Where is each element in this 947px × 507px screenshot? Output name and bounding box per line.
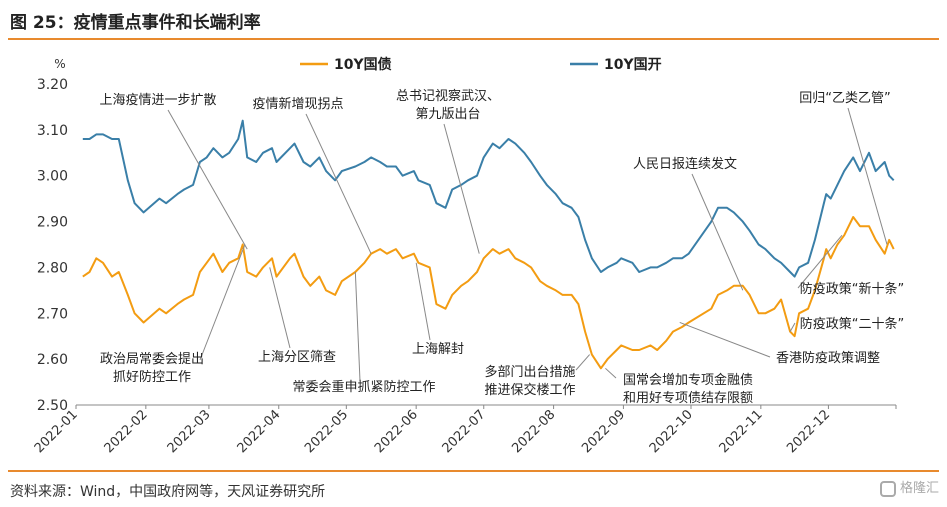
annotation-label: 抓好防控工作 — [113, 369, 191, 385]
annotation-label: 推进保交楼工作 — [484, 382, 575, 398]
annotation-leader — [789, 322, 796, 332]
x-tick-label: 2022-05 — [302, 407, 351, 456]
annotation-label: 上海解封 — [412, 342, 464, 357]
y-axis-unit: % — [54, 57, 65, 71]
source-divider — [8, 470, 939, 472]
annotation-leader — [305, 113, 372, 254]
annotation-label: 多部门出台措施 — [484, 364, 575, 380]
line-chart: % 2.50 2.60 2.70 2.80 2.90 3.00 3.10 3.20 2022-01… — [32, 56, 904, 456]
watermark-logo: 格隆汇 — [873, 478, 939, 500]
annotation-leader — [575, 354, 591, 371]
annotation-leader — [167, 109, 248, 250]
annotation-label: 防疫政策“新十条” — [800, 281, 904, 297]
series-line — [82, 119, 895, 278]
logo-text: 格隆汇 — [899, 481, 939, 496]
y-tick-label: 2.50 — [37, 398, 68, 414]
annotation-leader — [415, 262, 431, 341]
annotation-leader — [199, 244, 246, 361]
annotation-label: 疫情新增现拐点 — [252, 96, 343, 112]
y-tick-label: 3.20 — [37, 77, 68, 93]
annotation-label: 香港防疫政策调整 — [776, 350, 880, 366]
logo-icon — [879, 480, 896, 497]
x-tick-label: 2022-08 — [509, 407, 558, 456]
annotation-label: 上海疫情进一步扩散 — [99, 92, 216, 108]
annotation-label: 国常会增加专项金融债 — [623, 372, 753, 388]
figure-title: 图 25：疫情重点事件和长端利率 — [10, 13, 261, 33]
series-line — [82, 216, 895, 370]
annotation-leader — [269, 267, 291, 349]
y-tick-label: 2.70 — [37, 306, 68, 322]
annotation-leader — [443, 123, 480, 254]
x-tick-label: 2022-07 — [440, 407, 489, 456]
y-tick-label: 3.10 — [37, 123, 68, 139]
y-tick-label: 2.80 — [37, 260, 68, 276]
y-tick-label: 3.00 — [37, 169, 68, 185]
y-tick-label: 2.90 — [37, 215, 68, 231]
annotation-leader — [354, 271, 361, 382]
x-tick-label: 2022-09 — [579, 407, 628, 456]
annotation-label: 第九版出台 — [415, 107, 480, 122]
x-tick-label: 2022-01 — [32, 407, 81, 456]
legend-label: 10Y国债 — [334, 56, 392, 73]
annotation-leader — [679, 321, 771, 358]
y-tick-label: 2.60 — [37, 352, 68, 368]
annotation-label: 政治局常委会提出 — [100, 351, 204, 367]
annotation-leader — [797, 235, 843, 289]
title-divider — [8, 38, 939, 40]
annotation-leader — [605, 367, 617, 379]
annotation-label: 总书记视察武汉、 — [396, 89, 500, 104]
x-tick-label: 2022-06 — [372, 407, 421, 456]
annotation-label: 常委会重申抓紧防控工作 — [292, 379, 435, 395]
annotation-label: 回归“乙类乙管” — [799, 91, 890, 106]
annotation-label: 上海分区筛查 — [258, 350, 336, 365]
x-tick-label: 2022-12 — [784, 407, 833, 456]
x-tick-label: 2022-11 — [717, 407, 766, 456]
legend-label: 10Y国开 — [604, 57, 662, 73]
x-tick-label: 2022-02 — [102, 407, 151, 456]
x-tick-label: 2022-04 — [235, 407, 284, 456]
annotation-leader — [691, 173, 744, 291]
annotation-label: 和用好专项债结存限额 — [623, 391, 753, 406]
annotation-label: 人民日报连续发文 — [633, 156, 737, 172]
source-note: 资料来源：Wind，中国政府网等，天风证券研究所 — [10, 484, 326, 500]
annotation-leader — [847, 107, 888, 245]
annotation-label: 防疫政策“二十条” — [800, 316, 904, 332]
x-tick-label: 2022-03 — [165, 407, 214, 456]
x-tick-label: 2022-10 — [647, 407, 696, 456]
